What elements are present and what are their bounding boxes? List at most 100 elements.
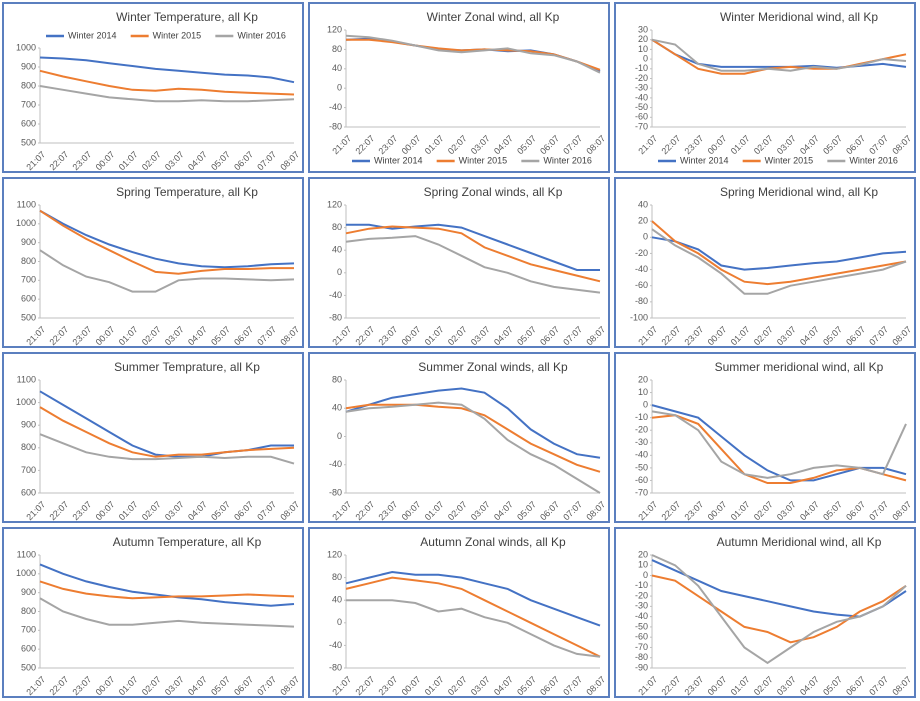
x-tick-label: 02:07 [140,499,163,521]
x-tick-label: 04:07 [492,674,515,696]
x-tick-label: 02:07 [140,324,163,346]
series-line [39,563,295,607]
y-tick-label: -50 [635,621,648,631]
y-tick-label: 10 [638,44,648,54]
y-tick-label: 20 [638,216,648,226]
x-tick-label: 08:07 [278,149,301,171]
x-tick-label: 23:07 [377,674,400,696]
x-tick-label: 06:07 [844,674,867,696]
series-line [39,209,294,275]
x-tick-label: 08:07 [890,133,913,156]
x-tick-label: 08:07 [278,499,301,521]
legend-label: Winter 2016 [237,30,286,40]
x-tick-label: 07:07 [255,674,278,696]
series-line [346,223,600,271]
y-tick-label: 900 [21,61,36,71]
chart-panel: Summer meridional wind, all Kp -70 -60 -50 -… [614,352,916,523]
x-tick-label: 05:07 [209,324,232,346]
x-tick-label: 21:07 [636,133,659,156]
x-tick-label: 22:07 [47,499,70,521]
x-tick-label: 06:07 [538,499,561,521]
y-tick-label: 1000 [16,218,36,228]
legend-label: Winter 2016 [543,155,592,165]
x-tick-label: 00:07 [94,324,117,346]
x-tick-label: 06:07 [844,499,867,521]
x-tick-label: 23:07 [71,149,94,171]
x-tick-label: 06:07 [538,133,561,156]
y-tick-label: 600 [21,487,36,497]
y-tick-label: 800 [21,442,36,452]
x-tick-label: 04:07 [186,674,209,696]
x-tick-label: 05:07 [515,674,538,696]
series-line [39,85,295,103]
y-tick-label: 600 [21,644,36,654]
x-tick-label: 02:07 [752,324,775,346]
x-tick-label: 08:07 [584,324,607,346]
x-tick-label: 01:07 [423,499,446,521]
x-tick-label: 05:07 [209,674,232,696]
y-tick-label: -50 [635,462,648,472]
x-tick-label: 21:07 [330,499,353,521]
y-tick-label: -20 [635,590,648,600]
y-tick-label: 0 [643,399,648,409]
series-line [651,236,907,271]
x-tick-label: 04:07 [798,674,821,696]
x-tick-label: 23:07 [683,674,706,696]
x-tick-label: 08:07 [890,499,913,521]
y-tick-label: 900 [21,587,36,597]
x-tick-label: 06:07 [538,674,561,696]
series-line [345,576,601,658]
x-tick-label: 07:07 [561,133,584,156]
y-tick-label: 40 [332,245,342,255]
x-tick-label: 01:07 [117,149,140,171]
chart: Winter Zonal wind, all Kp -80 -40 0 40 80 120 2… [327,10,607,165]
x-tick-label: 04:07 [798,133,821,156]
x-tick-label: 05:07 [209,149,232,171]
series-line [39,597,295,628]
series-line [651,38,907,72]
x-tick-label: 08:07 [278,324,301,346]
series-line [651,228,907,295]
chart-panel: Summer Temprature, all Kp 600 700 800 900 100… [2,352,304,523]
series-line [39,56,295,84]
y-tick-label: 40 [332,595,342,605]
y-tick-label: -40 [329,290,342,300]
y-tick-label: 1100 [17,549,36,559]
x-tick-label: 07:07 [561,324,584,346]
y-tick-label: 800 [21,256,36,266]
x-tick-label: 00:07 [94,674,117,696]
x-tick-label: 21:07 [330,674,353,696]
y-tick-label: -60 [635,112,648,122]
x-tick-label: 21:07 [24,674,47,696]
series-line [651,554,907,665]
y-tick-label: 800 [21,80,36,90]
x-tick-label: 04:07 [492,133,515,156]
y-tick-label: 1000 [16,568,36,578]
x-tick-label: 06:07 [538,324,561,346]
x-tick-label: 21:07 [330,133,353,156]
x-tick-label: 22:07 [659,324,682,346]
y-tick-label: -30 [635,437,648,447]
y-tick-label: 20 [638,374,648,384]
y-tick-label: 700 [21,275,36,285]
series-line [345,387,601,459]
series-line [39,249,295,293]
series-line [39,433,295,465]
legend-label: Winter 2016 [849,155,898,165]
chart-panel: Autumn Temperature, all Kp 500 600 700 800 90… [2,527,304,698]
x-tick-label: 05:07 [515,499,538,521]
x-tick-label: 06:07 [232,324,255,346]
chart-panel: Summer Zonal winds, all Kp -80 -40 0 40 80 21:… [308,352,610,523]
legend-label: Winter 2015 [153,30,202,40]
y-tick-label: 0 [643,53,648,63]
y-tick-label: 0 [643,232,648,242]
chart: Autumn Meridional wind, all Kp-90-80-70-… [635,535,913,697]
x-tick-label: 02:07 [446,324,469,346]
series-line [39,69,295,96]
x-tick-label: 23:07 [377,133,400,156]
y-tick-label: 40 [332,63,342,73]
y-tick-label: 500 [21,137,36,147]
y-tick-label: -30 [635,83,648,93]
y-tick-label: -70 [635,642,648,652]
y-tick-label: 700 [21,99,36,109]
